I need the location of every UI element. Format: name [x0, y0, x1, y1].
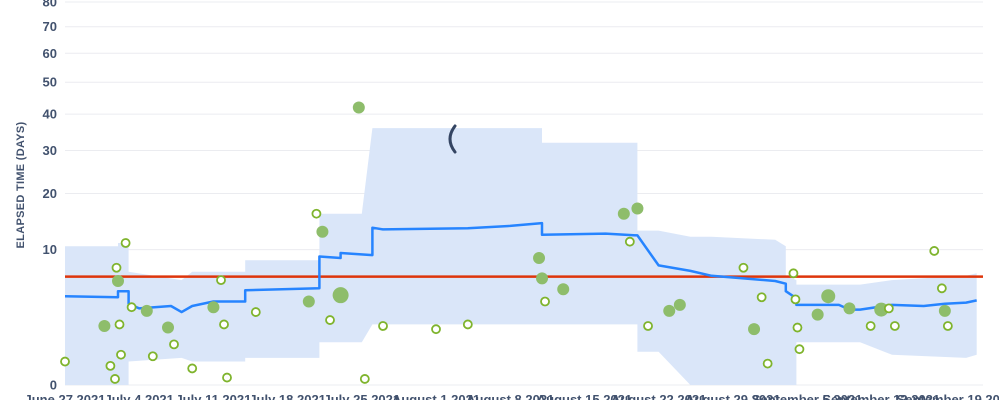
- issue-point-outline: [169, 339, 179, 350]
- issue-point-outline: [219, 319, 229, 330]
- issue-point: [811, 308, 824, 321]
- y-axis-ticks: 0 10 20 30 40 50 60 70 80: [43, 0, 57, 393]
- y-tick-label: 50: [43, 75, 57, 90]
- issue-point: [302, 295, 315, 308]
- issue-point-outline: [790, 294, 801, 305]
- y-tick-label: 30: [43, 143, 57, 158]
- issue-point: [533, 251, 546, 264]
- issue-point: [112, 274, 125, 287]
- x-tick-label: September 5 2021: [752, 392, 863, 400]
- issue-point-outline: [105, 360, 116, 371]
- issue-point-outline: [126, 302, 137, 313]
- x-tick-label: August 8 2021: [466, 392, 554, 400]
- issue-point: [332, 287, 349, 304]
- issue-point-outline: [936, 283, 947, 294]
- x-tick-label: August 22 2021: [611, 392, 706, 400]
- issue-point-outline: [462, 319, 473, 330]
- y-tick-label: 70: [43, 19, 57, 34]
- issue-points: [60, 101, 953, 384]
- y-tick-label: 0: [50, 378, 57, 393]
- issue-point: [140, 304, 153, 317]
- issue-point-outline: [889, 321, 900, 331]
- rolling-average-group: [64, 221, 977, 314]
- x-tick-label: July 4 2021: [105, 392, 174, 400]
- issue-point-outline: [147, 351, 158, 362]
- issue-point-outline: [111, 262, 122, 273]
- issue-point-outline: [114, 319, 125, 330]
- issue-point: [631, 202, 644, 215]
- x-tick-label: September 12 2021: [822, 392, 940, 400]
- x-tick-label: August 29 2021: [685, 392, 780, 400]
- gridlines: [65, 1, 983, 386]
- issue-point-outline: [325, 315, 335, 325]
- y-tick-label: 80: [43, 0, 57, 10]
- issue-point: [352, 101, 365, 114]
- x-tick-label: July 25 2021: [324, 392, 401, 400]
- issue-point-outline: [788, 268, 799, 279]
- standard-deviation-band: [65, 128, 977, 385]
- y-tick-label: 40: [43, 107, 57, 122]
- issue-point-outline: [110, 374, 120, 384]
- x-axis-ticks: June 27 2021 July 4 2021 July 11 2021July …: [25, 392, 999, 400]
- issue-point-outline: [359, 374, 370, 384]
- issue-point-outline: [120, 238, 131, 248]
- issue-point-outline: [624, 236, 635, 247]
- issue-point-outline: [794, 344, 805, 355]
- y-tick-label: 60: [43, 46, 57, 61]
- loading-spinner-icon: [448, 124, 457, 154]
- issue-point-outline: [116, 349, 126, 360]
- issue-point-outline: [883, 303, 894, 314]
- x-tick-label: September 19 2021: [897, 392, 999, 400]
- issue-point-outline: [792, 322, 803, 333]
- issue-point: [557, 283, 570, 296]
- issue-point-outline: [865, 321, 876, 331]
- issue-point-outline: [942, 321, 953, 331]
- x-tick-label: June 27 2021: [25, 392, 106, 400]
- issue-point: [821, 289, 836, 304]
- x-tick-label: July 11 2021: [175, 392, 251, 400]
- issue-point-outline: [540, 296, 550, 307]
- x-tick-label: August 15 2021: [537, 392, 632, 400]
- issue-point: [843, 302, 856, 315]
- issue-point-outline: [431, 324, 441, 335]
- issue-point: [938, 304, 951, 317]
- issue-point: [663, 304, 676, 317]
- issue-point: [98, 319, 111, 332]
- issue-point-outline: [738, 262, 749, 273]
- issue-point: [316, 225, 329, 238]
- issue-point-outline: [756, 292, 767, 303]
- issue-point-outline: [311, 208, 322, 219]
- issue-point: [673, 298, 686, 311]
- issue-point-outline: [222, 372, 232, 383]
- y-tick-label: 10: [43, 242, 57, 257]
- x-tick-label: August 1 2021: [392, 392, 480, 400]
- y-tick-label: 20: [43, 186, 57, 201]
- issue-point: [617, 207, 630, 220]
- issue-point-outline: [60, 356, 70, 367]
- x-tick-label: July 18 2021: [249, 392, 326, 400]
- y-axis-label: ELAPSED TIME (DAYS): [15, 122, 27, 249]
- issue-point: [748, 323, 761, 336]
- issue-point-outline: [216, 275, 226, 286]
- issue-point-outline: [762, 358, 773, 369]
- issue-point-outline: [250, 307, 261, 317]
- issue-point-outline: [187, 363, 198, 374]
- rolling-average-line: [64, 221, 977, 314]
- standard-deviation-area: [65, 128, 977, 385]
- issue-point-outline: [929, 246, 940, 256]
- issue-point: [162, 321, 175, 334]
- issue-point: [207, 301, 220, 314]
- issue-point: [536, 272, 549, 285]
- issue-point-outline: [643, 321, 653, 331]
- issue-point-outline: [378, 321, 388, 331]
